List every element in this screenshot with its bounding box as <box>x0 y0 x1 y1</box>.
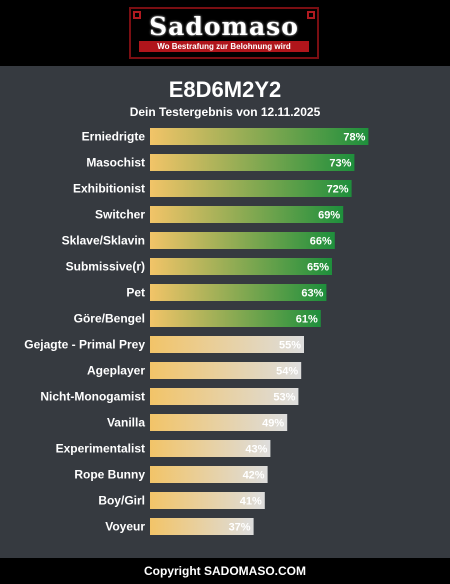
category-label: Nicht-Monogamist <box>40 390 145 404</box>
result-bar <box>150 206 344 223</box>
logo-tagline: Wo Bestrafung zur Belohnung wird <box>139 41 309 52</box>
category-label: Göre/Bengel <box>74 312 145 326</box>
site-footer: Copyright SADOMASO.COM <box>0 558 450 584</box>
result-bar <box>150 492 265 509</box>
result-bar <box>150 154 355 171</box>
category-label: Experimentalist <box>56 442 145 456</box>
result-bar <box>150 336 304 353</box>
value-label: 41% <box>240 496 262 508</box>
value-label: 54% <box>276 366 298 378</box>
logo-corner-ornament <box>307 11 315 19</box>
result-bar <box>150 310 321 327</box>
result-bar-chart: Erniedrigte 78% Masochist 73% Exhibitionist 7… <box>24 128 369 535</box>
category-label: Boy/Girl <box>98 494 145 508</box>
result-bar <box>150 362 302 379</box>
result-bar <box>150 414 288 431</box>
category-label: Pet <box>126 286 145 300</box>
category-label: Rope Bunny <box>74 468 145 482</box>
result-bar <box>150 232 335 249</box>
category-label: Submissive(r) <box>66 260 145 274</box>
category-label: Vanilla <box>107 416 145 430</box>
value-label: 72% <box>327 184 349 196</box>
category-label: Exhibitionist <box>73 182 145 196</box>
category-label: Gejagte - Primal Prey <box>24 338 145 352</box>
result-bar <box>150 440 271 457</box>
result-bar <box>150 284 327 301</box>
logo-wordmark: Sadomaso <box>149 12 299 41</box>
result-bar <box>150 388 299 405</box>
site-header: Sadomaso Wo Bestrafung zur Belohnung wir… <box>0 0 450 66</box>
category-label: Switcher <box>95 208 145 222</box>
value-label: 55% <box>279 340 301 352</box>
value-label: 53% <box>273 392 295 404</box>
category-label: Ageplayer <box>87 364 145 378</box>
category-label: Voyeur <box>105 520 145 534</box>
category-label: Sklave/Sklavin <box>62 234 145 248</box>
result-bar <box>150 518 254 535</box>
value-label: 78% <box>343 132 365 144</box>
value-label: 66% <box>310 236 332 248</box>
value-label: 65% <box>307 262 329 274</box>
value-label: 61% <box>296 314 318 326</box>
result-bar <box>150 128 369 145</box>
result-bar <box>150 466 268 483</box>
value-label: 37% <box>229 522 251 534</box>
value-label: 43% <box>245 444 267 456</box>
copyright-text: Copyright SADOMASO.COM <box>144 564 306 578</box>
result-subtitle: Dein Testergebnis von 12.11.2025 <box>129 105 321 119</box>
result-bar <box>150 258 332 275</box>
category-label: Erniedrigte <box>82 130 146 144</box>
value-label: 49% <box>262 418 284 430</box>
result-bar <box>150 180 352 197</box>
value-label: 63% <box>301 288 323 300</box>
category-label: Masochist <box>86 156 145 170</box>
site-logo[interactable]: Sadomaso Wo Bestrafung zur Belohnung wir… <box>129 7 319 59</box>
value-label: 42% <box>243 470 265 482</box>
value-label: 69% <box>318 210 340 222</box>
result-title: E8D6M2Y2 <box>168 77 282 102</box>
logo-corner-ornament <box>133 11 141 19</box>
value-label: 73% <box>329 158 351 170</box>
